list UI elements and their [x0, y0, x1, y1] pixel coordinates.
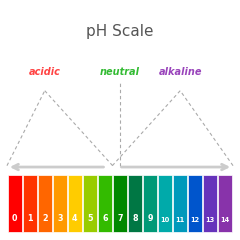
Bar: [128, 175, 142, 233]
Bar: [98, 175, 112, 233]
Text: 9: 9: [147, 214, 153, 223]
Text: 5: 5: [87, 214, 93, 223]
Bar: [113, 175, 127, 233]
Bar: [188, 175, 202, 233]
Text: pH Scale: pH Scale: [86, 24, 154, 39]
Bar: [203, 175, 217, 233]
Text: 0: 0: [12, 214, 17, 223]
Bar: [173, 175, 187, 233]
Text: 6: 6: [102, 214, 108, 223]
Text: 12: 12: [191, 217, 200, 223]
Bar: [83, 175, 97, 233]
Text: 13: 13: [206, 217, 215, 223]
Bar: [53, 175, 67, 233]
Text: 7: 7: [117, 214, 123, 223]
Text: 3: 3: [57, 214, 63, 223]
Bar: [38, 175, 52, 233]
Text: 14: 14: [221, 217, 230, 223]
Text: acidic: acidic: [29, 67, 61, 77]
Text: 11: 11: [176, 217, 185, 223]
Text: alkaline: alkaline: [158, 67, 202, 77]
Bar: [8, 175, 22, 233]
Text: 2: 2: [42, 214, 48, 223]
Bar: [68, 175, 82, 233]
Text: neutral: neutral: [100, 67, 140, 77]
Text: 1: 1: [27, 214, 32, 223]
Bar: [23, 175, 37, 233]
Text: 8: 8: [132, 214, 138, 223]
Bar: [218, 175, 232, 233]
Text: 4: 4: [72, 214, 78, 223]
Bar: [158, 175, 172, 233]
Text: 10: 10: [161, 217, 170, 223]
Bar: [143, 175, 157, 233]
